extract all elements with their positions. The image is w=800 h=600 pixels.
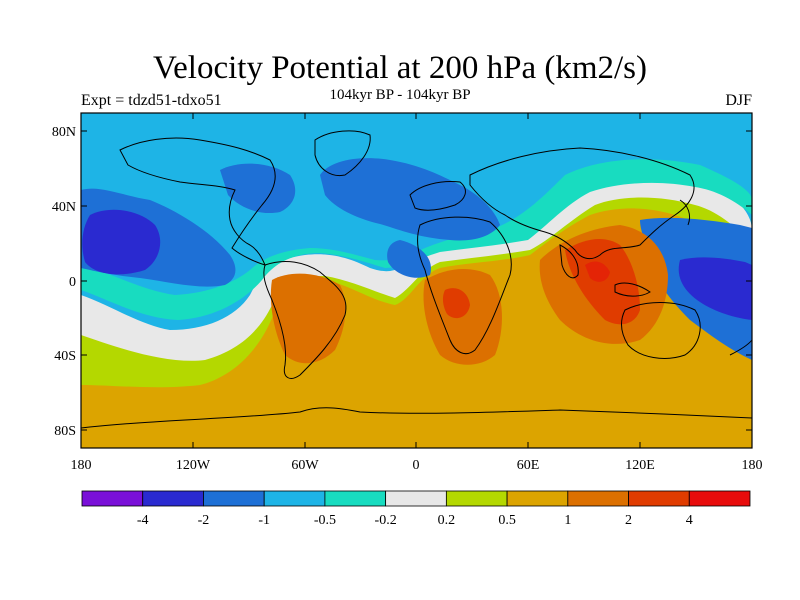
colorbar-label: 1 — [564, 513, 571, 528]
colorbar-label: -0.2 — [375, 513, 397, 528]
colorbar-swatch — [142, 490, 204, 507]
longitude-axis: 180 120W 60W 0 60E 120E 180 — [71, 113, 763, 473]
colorbar-label: 2 — [625, 513, 632, 528]
coastlines — [81, 130, 752, 429]
lat-tick-label: 0 — [69, 275, 76, 290]
lon-tick-label: 0 — [413, 458, 420, 473]
colorbar-swatch — [506, 490, 569, 507]
map-title: Velocity Potential at 200 hPa (km2/s) — [152, 50, 648, 86]
contour-field — [81, 113, 752, 448]
colorbar-swatch — [688, 490, 751, 507]
latitude-axis: 80N 40N 0 40S 80S — [52, 125, 752, 439]
colorbar-label: -1 — [258, 513, 270, 528]
lon-tick-label: 60E — [517, 458, 540, 473]
lon-tick-label: 180 — [71, 458, 92, 473]
colorbar-swatch — [203, 490, 265, 507]
lon-tick-label: 120W — [176, 458, 211, 473]
lon-tick-label: 120E — [625, 458, 655, 473]
colorbar-swatch — [567, 490, 629, 507]
colorbar-swatch — [324, 490, 387, 507]
experiment-label: Expt = tdzd51-tdxo51 — [81, 92, 222, 109]
lon-tick-label: 180 — [742, 458, 763, 473]
colorbar-label: -4 — [137, 513, 149, 528]
colorbar-swatch — [628, 490, 690, 507]
colorbar-label: 0.2 — [438, 513, 456, 528]
season-label: DJF — [725, 92, 752, 109]
colorbar-label: -0.5 — [314, 513, 336, 528]
lat-tick-label: 40N — [52, 200, 76, 215]
colorbar-swatch — [385, 490, 447, 507]
lat-tick-label: 80N — [52, 125, 76, 140]
colorbar-label: 4 — [686, 513, 693, 528]
colorbar: -4 -2 -1 -0.5 -0.2 0.2 0.5 1 2 4 — [81, 490, 751, 528]
lon-tick-label: 60W — [291, 458, 319, 473]
lat-tick-label: 80S — [54, 424, 76, 439]
map-subtitle: 104kyr BP - 104kyr BP — [329, 87, 471, 103]
colorbar-label: 0.5 — [498, 513, 516, 528]
colorbar-swatch — [445, 490, 508, 507]
lat-tick-label: 40S — [54, 349, 76, 364]
colorbar-swatch — [263, 490, 326, 507]
colorbar-swatch — [81, 490, 144, 507]
colorbar-label: -2 — [198, 513, 210, 528]
